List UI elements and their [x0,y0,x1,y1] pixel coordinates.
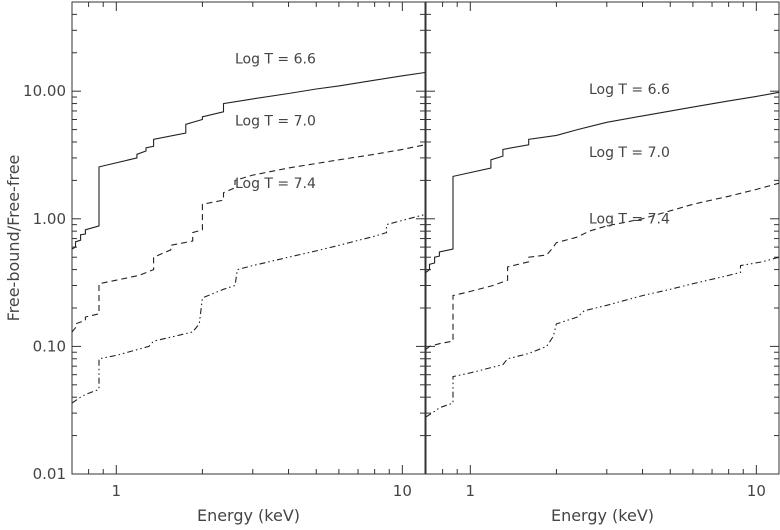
series-label: Log T = 6.6 [589,82,670,98]
series-line-3 [425,256,780,418]
x-tick-label: 1 [112,482,122,500]
y-tick-label: 0.10 [33,337,66,355]
plot-frame-2 [425,1,780,475]
series-label: Log T = 6.6 [235,51,316,67]
y-tick-label: 10.00 [23,82,66,100]
x-tick-label: 10 [393,482,412,500]
y-tick-label: 0.01 [33,465,66,483]
series-line-2 [425,182,780,350]
series-label: Log T = 7.4 [589,211,670,227]
series-label: Log T = 7.0 [589,145,670,161]
y-tick-label: 1.00 [33,210,66,228]
series-line-2 [71,144,426,333]
plot-frame-1 [71,1,426,475]
x-tick-label: 1 [466,482,476,500]
series-label: Log T = 7.0 [235,113,316,129]
x-axis-title: Energy (keV) [551,506,654,525]
series-line-3 [71,213,426,404]
series-line-1 [425,91,780,273]
x-axis-title: Energy (keV) [197,506,300,525]
series-line-1 [71,71,426,250]
series-label: Log T = 7.4 [235,176,316,192]
y-axis-title: Free-bound/Free-free [4,155,23,322]
x-tick-label: 10 [747,482,766,500]
